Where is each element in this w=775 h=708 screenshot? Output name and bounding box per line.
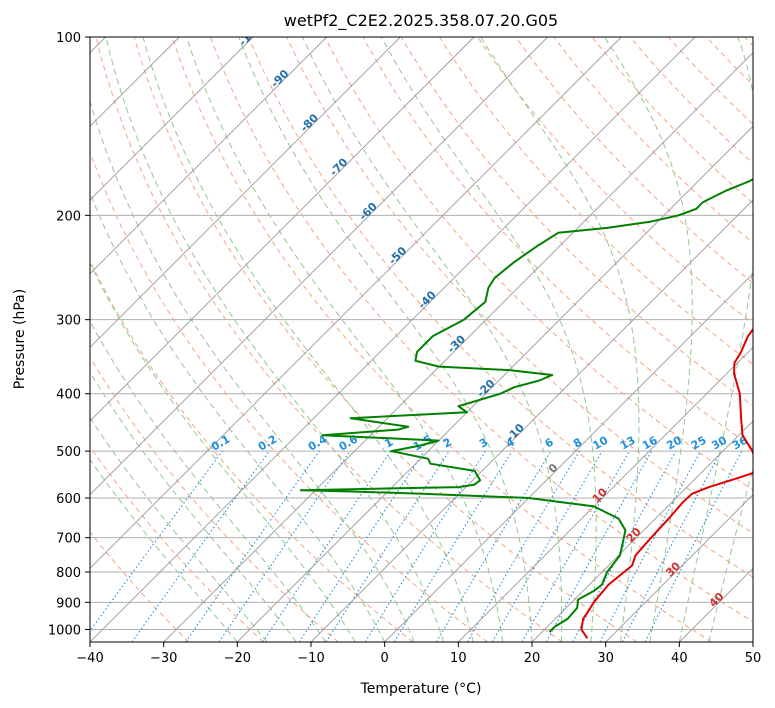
dry-adiabat-line: [248, 37, 753, 578]
isotherm-line: [384, 273, 753, 642]
y-tick-label: 400: [56, 388, 81, 403]
pressure-gridlines: [90, 37, 753, 630]
moist-adiabat-line: [90, 371, 297, 642]
isotherm-line: [90, 37, 475, 422]
y-tick-label: 600: [56, 492, 81, 507]
x-axis-ticks: −40 −30 −20 −10 0 10 20 30 40 50: [76, 642, 761, 666]
x-tick-label: −10: [297, 651, 324, 666]
dry-adiabat-line: [438, 37, 753, 366]
mixing-ratio-line: [521, 450, 630, 642]
x-tick-label: 30: [597, 651, 614, 666]
moist-adiabat-line: [603, 37, 693, 642]
x-tick-label: −40: [76, 651, 103, 666]
y-tick-label: 800: [56, 566, 81, 581]
mixing-ratio-line: [218, 450, 351, 642]
isotherm-line: [310, 199, 753, 642]
isotherm-line: [90, 37, 622, 569]
isotherm-line: [605, 494, 753, 642]
mixing-ratio-line: [90, 450, 223, 632]
moist-adiabat-line: [678, 37, 753, 642]
moist-adiabat-line: [142, 37, 474, 642]
x-tick-label: 40: [671, 651, 688, 666]
moist-adiabat-line: [90, 191, 386, 642]
moist-adiabat-line: [105, 37, 445, 642]
y-tick-label: 100: [56, 31, 81, 46]
y-tick-label: 500: [56, 445, 81, 460]
x-tick-label: −20: [224, 651, 251, 666]
profile-series: [299, 178, 753, 639]
isotherm-line: [90, 37, 696, 642]
isotherm-line: [531, 420, 753, 642]
y-axis-ticks: 100 200 300 400 500 600 700 800 900 1000: [48, 31, 90, 638]
mixing-ratio-line: [131, 450, 270, 642]
x-axis-title: Temperature (°C): [360, 681, 482, 697]
x-tick-label: 0: [381, 651, 389, 666]
moist-adiabat-line: [480, 37, 640, 642]
isotherm-line: [90, 37, 548, 496]
y-axis-title: Pressure (hPa): [12, 289, 28, 389]
x-tick-label: 20: [524, 651, 541, 666]
dry-adiabat-line: [210, 37, 753, 623]
mixing-ratio-line: [644, 450, 743, 642]
dry-adiabat-line: [90, 531, 190, 642]
moist-adiabat-line: [90, 99, 415, 642]
moist-adiabat-line: [301, 37, 563, 642]
y-tick-label: 1000: [48, 623, 81, 638]
y-tick-label: 700: [56, 532, 81, 547]
isotherm-line: [90, 37, 401, 348]
moist-adiabat-line: [90, 458, 238, 642]
isotherm-line: [90, 37, 327, 275]
dewpoint-profile-line: [299, 178, 753, 633]
dry-adiabat-line: [286, 37, 753, 534]
x-tick-label: 10: [450, 651, 467, 666]
dry-adiabat-line: [324, 37, 753, 491]
dry-adiabat-line: [133, 37, 638, 642]
dry-adiabat-line: [90, 259, 414, 642]
x-tick-label: −30: [150, 651, 177, 666]
plot-area: 0.10.20.40.611.52346810131620253036-100-…: [90, 20, 753, 642]
mixing-ratio-line: [545, 450, 653, 642]
dry-adiabat-line: [90, 356, 339, 642]
isotherm-line: [163, 52, 753, 642]
moist-adiabat-line: [708, 465, 753, 642]
mixing-ratio-line: [298, 450, 425, 642]
temperature-profile-line: [580, 327, 753, 639]
y-tick-label: 200: [56, 209, 81, 224]
moist-adiabat-line: [90, 416, 268, 642]
dry-adiabat-line: [400, 37, 753, 407]
mixing-ratio-line: [262, 450, 392, 642]
dry-adiabats: [90, 37, 753, 642]
y-tick-label: 900: [56, 596, 81, 611]
isotherm-label: -100: [236, 20, 265, 49]
dry-adiabat-line: [95, 37, 563, 642]
isotherm-line: [458, 346, 753, 642]
isotherm-line: [90, 37, 254, 201]
plot-frame: [89, 36, 754, 643]
moist-adiabat-line: [90, 320, 327, 642]
isotherms: [90, 37, 753, 642]
mixing-ratio-line: [325, 450, 450, 642]
moist-adiabat-line: [380, 37, 597, 642]
y-tick-label: 300: [56, 314, 81, 329]
isotherm-line: [237, 125, 753, 642]
mixing-ratio-line: [393, 450, 513, 642]
chart-title: wetPf2_C2E2.2025.358.07.20.G05: [284, 11, 558, 31]
mixing-ratio-line: [185, 450, 320, 642]
x-tick-label: 50: [745, 651, 762, 666]
moist-adiabat-line: [90, 261, 356, 642]
